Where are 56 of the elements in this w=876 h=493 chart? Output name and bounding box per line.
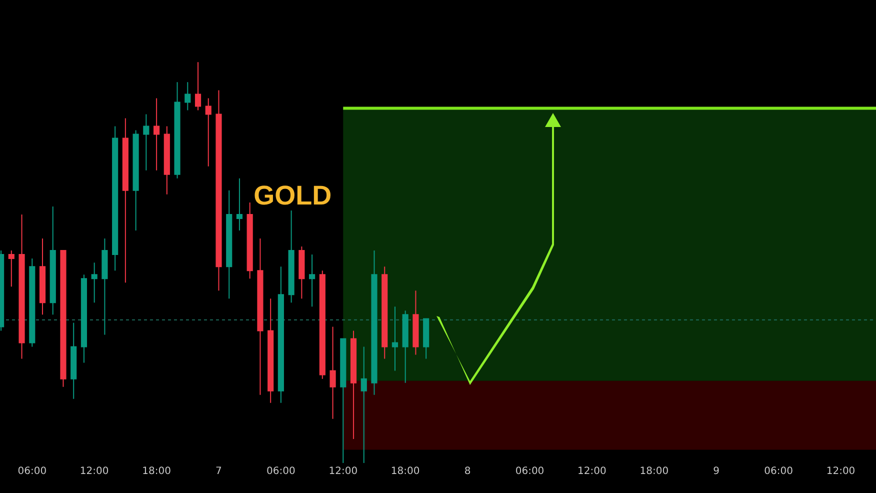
x-tick-label: 06:00 bbox=[764, 466, 793, 477]
candlestick bbox=[154, 98, 160, 171]
candlestick bbox=[298, 246, 305, 300]
x-tick-label: 18:00 bbox=[142, 466, 171, 477]
candlestick bbox=[39, 238, 46, 316]
x-tick-label: 18:00 bbox=[640, 466, 669, 477]
x-tick-label: 12:00 bbox=[328, 466, 358, 477]
candlestick bbox=[122, 118, 128, 284]
candlestick bbox=[371, 250, 378, 396]
x-tick-label: 18:00 bbox=[390, 466, 420, 477]
candlestick bbox=[319, 270, 326, 380]
candlestick bbox=[340, 338, 346, 463]
candlestick bbox=[350, 330, 357, 440]
candlestick bbox=[309, 254, 316, 308]
x-tick-label: 9 bbox=[713, 466, 720, 477]
candlestick bbox=[257, 238, 264, 396]
candlestick bbox=[216, 90, 222, 292]
candlestick bbox=[18, 214, 25, 360]
x-tick-label: 12:00 bbox=[826, 466, 856, 477]
candlestick bbox=[143, 114, 150, 171]
candlestick bbox=[29, 258, 36, 348]
candlestick bbox=[60, 250, 66, 388]
x-tick-label: 06:00 bbox=[18, 466, 47, 477]
candlestick bbox=[50, 206, 56, 316]
candlestick bbox=[164, 126, 170, 195]
candlestick bbox=[392, 306, 398, 372]
candlestick bbox=[402, 310, 408, 384]
x-tick-label: 8 bbox=[464, 466, 471, 477]
x-tick-label: 06:00 bbox=[266, 466, 296, 477]
candlestick bbox=[360, 346, 367, 463]
candlestick bbox=[205, 98, 212, 167]
x-tick-label: 7 bbox=[216, 466, 222, 477]
candlestick bbox=[330, 326, 336, 420]
candlestick bbox=[184, 82, 191, 111]
candlestick bbox=[246, 202, 253, 280]
candlestick bbox=[382, 266, 388, 360]
candlestick bbox=[278, 266, 284, 404]
text: GOLD bbox=[254, 180, 332, 211]
candlestick bbox=[91, 262, 98, 304]
candlestick bbox=[236, 178, 243, 231]
candlestick bbox=[70, 322, 77, 400]
candlestick bbox=[174, 82, 180, 179]
candlestick bbox=[132, 130, 139, 231]
candlestick bbox=[412, 290, 419, 356]
candlestick bbox=[288, 210, 294, 304]
candlestick bbox=[8, 250, 14, 288]
candlestick bbox=[194, 62, 202, 111]
x-tick-label: 12:00 bbox=[578, 466, 606, 477]
candlestick bbox=[80, 274, 88, 364]
candlestick bbox=[423, 318, 430, 360]
candlestick bbox=[226, 190, 232, 300]
candlestick bbox=[112, 126, 118, 272]
x-tick-label: 06:00 bbox=[515, 466, 544, 477]
candlestick bbox=[102, 238, 108, 336]
x-tick-label: 12:00 bbox=[80, 466, 109, 477]
candlestick bbox=[268, 298, 274, 404]
